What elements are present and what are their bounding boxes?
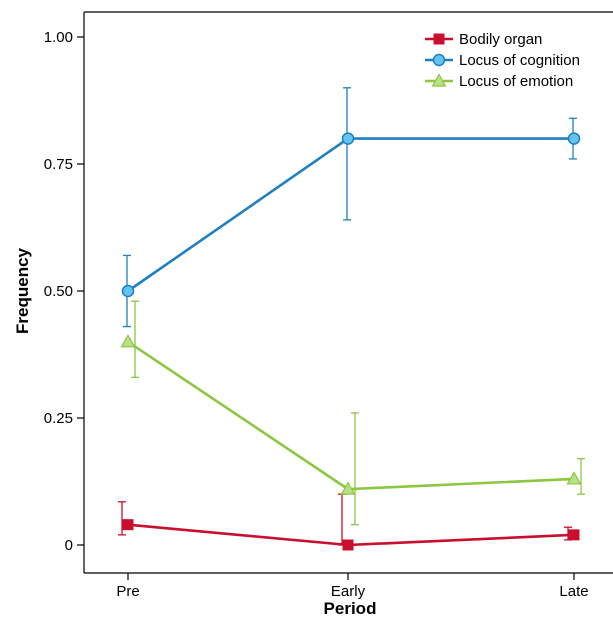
legend-item: Locus of cognition <box>425 52 580 69</box>
y-tick-label: 0.75 <box>44 156 73 173</box>
y-tick-label: 0.50 <box>44 283 73 300</box>
legend-label: Locus of cognition <box>459 52 580 69</box>
legend-label: Locus of emotion <box>459 73 573 90</box>
data-point <box>341 132 355 145</box>
x-tick-label: Late <box>559 583 588 600</box>
data-point <box>567 132 581 145</box>
y-axis: 0 0.25 0.50 0.75 1.00 <box>44 29 84 554</box>
y-tick-label: 0 <box>65 537 73 554</box>
series-locus-of-cognition <box>121 87 581 328</box>
y-axis-title: Frequency <box>13 247 32 334</box>
legend-marker <box>433 33 445 45</box>
series-bodily-organ <box>118 493 580 551</box>
data-point <box>122 519 134 531</box>
legend-marker <box>432 53 446 67</box>
data-point <box>566 471 582 485</box>
legend: Bodily organ Locus of cognition Locus of e… <box>425 31 580 90</box>
legend-item: Bodily organ <box>425 31 542 48</box>
legend-item: Locus of emotion <box>425 73 573 90</box>
x-axis-title: Period <box>324 599 377 618</box>
series-line <box>127 137 574 293</box>
data-point <box>340 481 356 495</box>
y-tick-label: 1.00 <box>44 29 73 46</box>
legend-label: Bodily organ <box>459 31 542 48</box>
series-line <box>127 340 575 491</box>
x-tick-label: Pre <box>116 583 139 600</box>
series-layer <box>118 87 585 551</box>
data-point <box>568 529 580 541</box>
x-tick-label: Early <box>331 583 366 600</box>
series-locus-of-emotion <box>120 300 585 526</box>
data-point <box>120 334 136 348</box>
legend-marker <box>431 73 447 87</box>
data-point <box>121 284 135 298</box>
x-axis: Pre Early Late <box>116 573 589 600</box>
data-point <box>342 539 354 551</box>
y-tick-label: 0.25 <box>44 410 73 427</box>
